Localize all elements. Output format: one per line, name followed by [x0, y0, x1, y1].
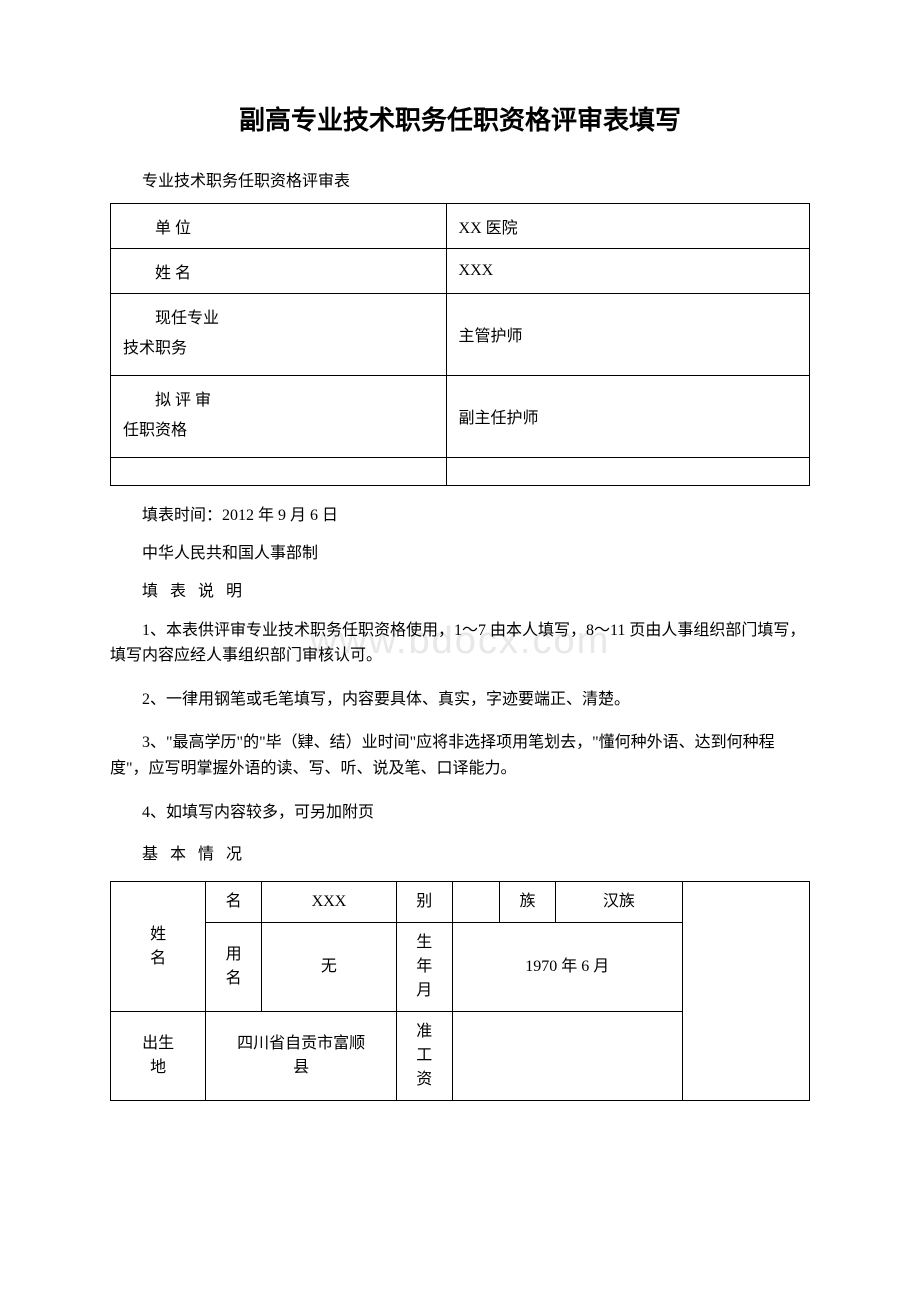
instructions-header: 填 表 说 明: [110, 580, 810, 604]
instruction-4: 4、如填写内容较多，可另加附页: [110, 800, 810, 826]
table-row: 姓 名 XXX: [111, 249, 810, 294]
basic-info-header: 基 本 情 况: [110, 843, 810, 867]
document-content: 副高专业技术职务任职资格评审表填写 专业技术职务任职资格评审表 单 位 XX 医…: [110, 100, 810, 1101]
instruction-3: 3、"最高学历"的"毕（肄、结）业时间"应将非选择项用笔划去，"懂何种外语、达到…: [110, 730, 810, 781]
basic-info-table: 姓名 名 XXX 别 族 汉族 用名 无 生年月 1970 年 6 月 出生地 …: [110, 881, 810, 1101]
birth-date-value: 1970 年 6 月: [452, 923, 682, 1012]
table-row-empty: [111, 457, 810, 485]
fill-time-text: 填表时间：2012 年 9 月 6 日: [110, 504, 810, 528]
birth-date-label: 生年月: [396, 923, 452, 1012]
info-label-current-title: 现任专业技术职务: [111, 294, 447, 376]
ethnicity-value: 汉族: [555, 882, 682, 923]
table-row: 拟 评 审任职资格 副主任护师: [111, 375, 810, 457]
gender-label: 别: [396, 882, 452, 923]
document-subtitle: 专业技术职务任职资格评审表: [110, 167, 810, 191]
birthplace-label: 出生地: [111, 1012, 206, 1101]
issuer-text: 中华人民共和国人事部制: [110, 542, 810, 566]
info-table: 单 位 XX 医院 姓 名 XXX 现任专业技术职务 主管护师 拟 评 审任职资…: [110, 203, 810, 486]
table-row: 姓名 名 XXX 别 族 汉族: [111, 882, 810, 923]
info-value-proposed-title: 副主任护师: [446, 375, 809, 457]
document-title: 副高专业技术职务任职资格评审表填写: [110, 100, 810, 137]
empty-cell: [111, 457, 447, 485]
empty-cell: [446, 457, 809, 485]
salary-label: 准工资: [396, 1012, 452, 1101]
name-main-label: 姓名: [111, 882, 206, 1012]
photo-placeholder: [682, 882, 809, 1101]
instruction-2: 2、一律用钢笔或毛笔填写，内容要具体、真实，字迹要端正、清楚。: [110, 687, 810, 713]
gender-value: [452, 882, 500, 923]
birthplace-value: 四川省自贡市富顺县: [206, 1012, 397, 1101]
instruction-1: 1、本表供评审专业技术职务任职资格使用，1～7 由本人填写，8～11 页由人事组…: [110, 618, 810, 669]
info-label-name: 姓 名: [111, 249, 447, 294]
info-label-proposed-title: 拟 评 审任职资格: [111, 375, 447, 457]
table-row: 单 位 XX 医院: [111, 204, 810, 249]
info-label-unit: 单 位: [111, 204, 447, 249]
ethnicity-label: 族: [500, 882, 556, 923]
table-row: 现任专业技术职务 主管护师: [111, 294, 810, 376]
given-name-label: 名: [206, 882, 262, 923]
given-name-value: XXX: [261, 882, 396, 923]
used-name-value: 无: [261, 923, 396, 1012]
info-value-current-title: 主管护师: [446, 294, 809, 376]
salary-value: [452, 1012, 682, 1101]
info-value-unit: XX 医院: [446, 204, 809, 249]
used-name-label: 用名: [206, 923, 262, 1012]
info-value-name: XXX: [446, 249, 809, 294]
